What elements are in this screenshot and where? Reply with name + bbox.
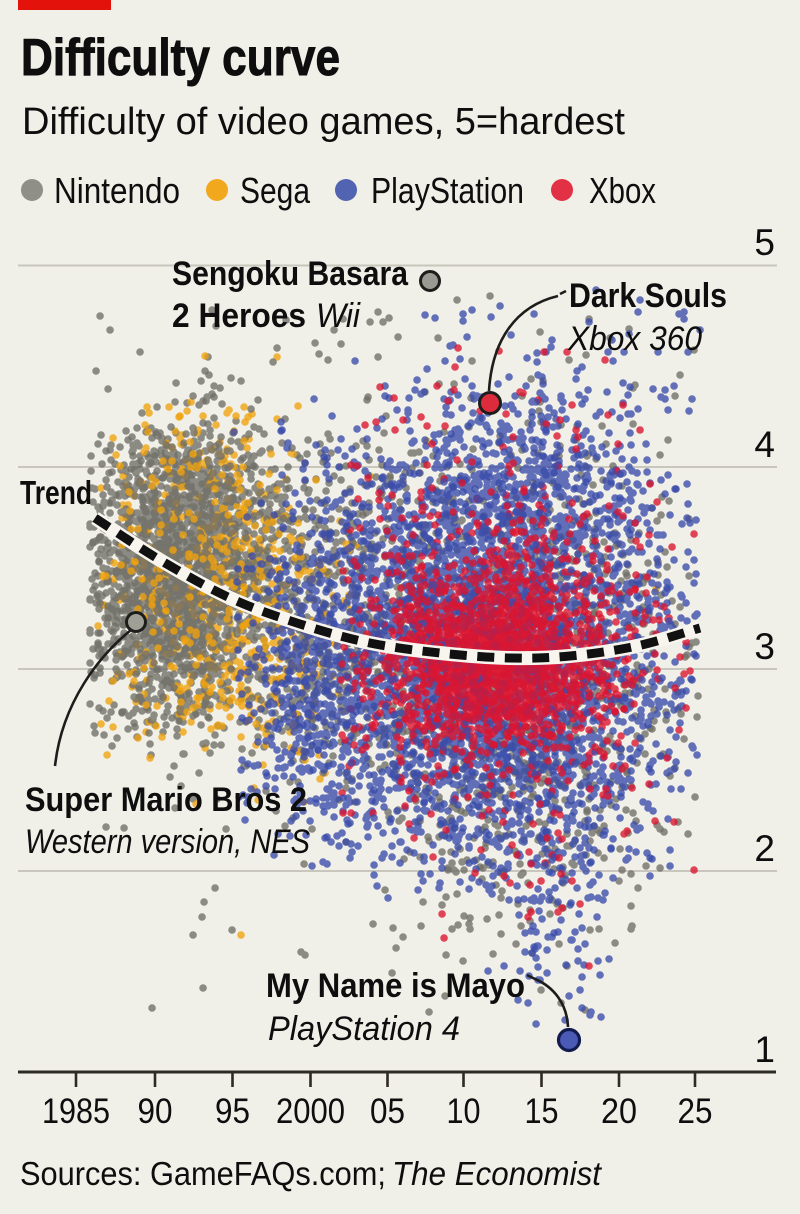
svg-text:10: 10	[447, 1092, 481, 1131]
svg-text:2: 2	[754, 828, 775, 869]
svg-text:Dark Souls: Dark Souls	[569, 277, 727, 315]
svg-text:05: 05	[370, 1092, 405, 1131]
svg-text:4: 4	[754, 424, 775, 465]
svg-text:Xbox 360: Xbox 360	[567, 320, 702, 358]
svg-text:PlayStation 4: PlayStation 4	[268, 1010, 460, 1048]
svg-text:95: 95	[215, 1092, 250, 1131]
svg-text:Sega: Sega	[240, 170, 311, 211]
svg-text:PlayStation: PlayStation	[371, 170, 524, 211]
svg-text:2000: 2000	[276, 1092, 345, 1131]
svg-text:Western version, NES: Western version, NES	[25, 823, 310, 861]
svg-text:Trend: Trend	[20, 474, 92, 511]
svg-text:25: 25	[678, 1092, 713, 1131]
svg-text:Sources: GameFAQs.com;: Sources: GameFAQs.com;	[20, 1155, 386, 1192]
svg-text:20: 20	[601, 1092, 637, 1131]
svg-text:Wii: Wii	[316, 297, 361, 335]
svg-text:3: 3	[754, 626, 775, 667]
svg-text:Super Mario Bros 2: Super Mario Bros 2	[25, 781, 307, 819]
svg-text:1: 1	[754, 1029, 775, 1070]
svg-text:1985: 1985	[42, 1092, 110, 1131]
svg-text:5: 5	[754, 222, 775, 263]
svg-text:15: 15	[525, 1092, 559, 1131]
svg-text:2 Heroes: 2 Heroes	[172, 297, 306, 335]
svg-text:My Name is Mayo: My Name is Mayo	[266, 967, 525, 1005]
svg-text:Nintendo: Nintendo	[54, 170, 180, 211]
svg-text:90: 90	[138, 1092, 173, 1131]
svg-text:Difficulty of video games, 5=h: Difficulty of video games, 5=hardest	[22, 101, 625, 143]
svg-text:Xbox: Xbox	[589, 170, 656, 211]
svg-text:The Economist: The Economist	[392, 1155, 603, 1192]
svg-text:Difficulty curve: Difficulty curve	[21, 29, 340, 87]
svg-text:Sengoku Basara: Sengoku Basara	[172, 255, 409, 293]
